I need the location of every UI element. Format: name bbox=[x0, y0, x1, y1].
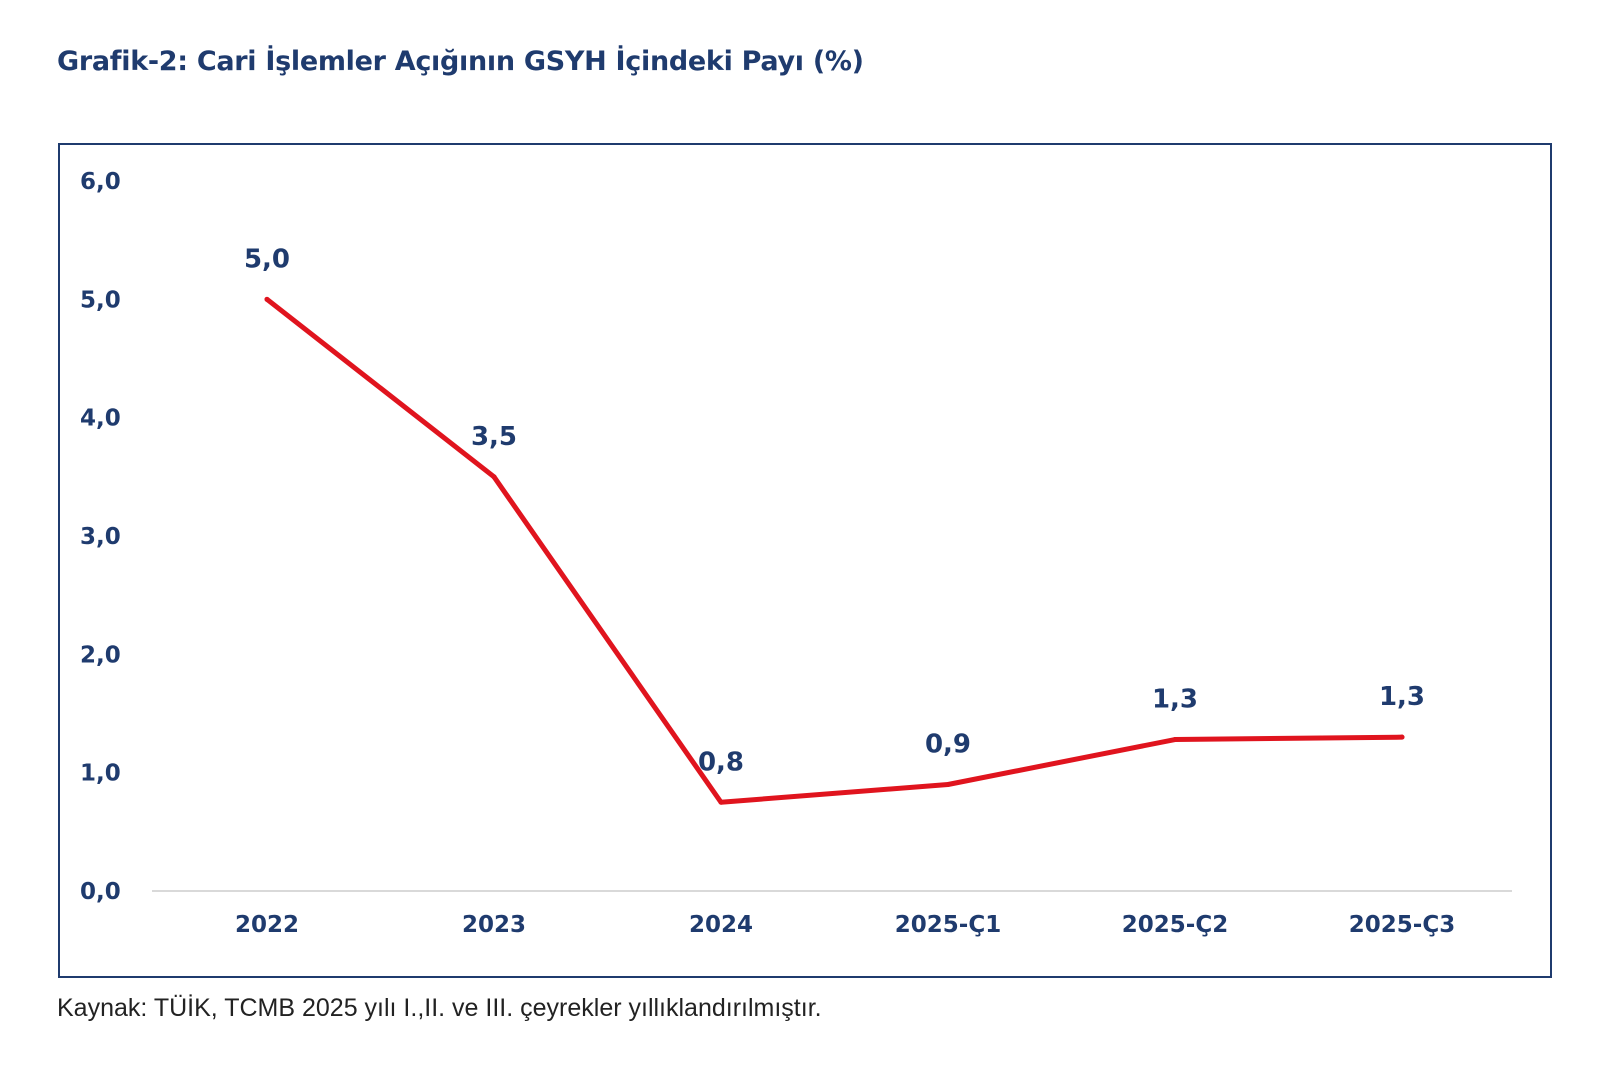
y-tick-label: 3,0 bbox=[80, 524, 121, 550]
y-tick-label: 0,0 bbox=[80, 879, 121, 905]
chart-frame: 0,0 1,0 2,0 3,0 4,0 5,0 6,0 2022 2023 2024 2025-Ç1… bbox=[58, 143, 1552, 978]
data-point bbox=[1399, 734, 1405, 740]
data-point bbox=[718, 799, 724, 805]
y-tick-label: 2,0 bbox=[80, 642, 121, 668]
series-line bbox=[264, 296, 1405, 805]
x-tick-label: 2024 bbox=[689, 912, 753, 938]
data-label: 1,3 bbox=[1152, 685, 1198, 715]
x-tick-label: 2025-Ç3 bbox=[1349, 912, 1455, 938]
x-tick-label: 2022 bbox=[235, 912, 299, 938]
data-label: 1,3 bbox=[1379, 682, 1425, 712]
chart-title: Grafik-2: Cari İşlemler Açığının GSYH İç… bbox=[57, 46, 864, 77]
source-note: Kaynak: TÜİK, TCMB 2025 yılı I.,II. ve I… bbox=[57, 994, 822, 1022]
line-chart: 0,0 1,0 2,0 3,0 4,0 5,0 6,0 2022 2023 2024 2025-Ç1… bbox=[80, 169, 1512, 938]
y-tick-label: 4,0 bbox=[80, 406, 121, 432]
y-tick-label: 1,0 bbox=[80, 761, 121, 787]
data-point bbox=[1172, 737, 1178, 743]
y-tick-label: 5,0 bbox=[80, 287, 121, 313]
x-tick-label: 2025-Ç1 bbox=[895, 912, 1001, 938]
x-tick-label: 2025-Ç2 bbox=[1122, 912, 1228, 938]
data-label: 0,8 bbox=[698, 747, 744, 777]
data-point bbox=[945, 782, 951, 787]
x-tick-label: 2023 bbox=[462, 912, 526, 938]
y-tick-label: 6,0 bbox=[80, 169, 121, 195]
data-label: 0,9 bbox=[925, 730, 971, 760]
data-label: 3,5 bbox=[471, 422, 517, 452]
data-label: 5,0 bbox=[244, 244, 290, 274]
data-point bbox=[491, 474, 497, 480]
data-point bbox=[264, 296, 270, 302]
